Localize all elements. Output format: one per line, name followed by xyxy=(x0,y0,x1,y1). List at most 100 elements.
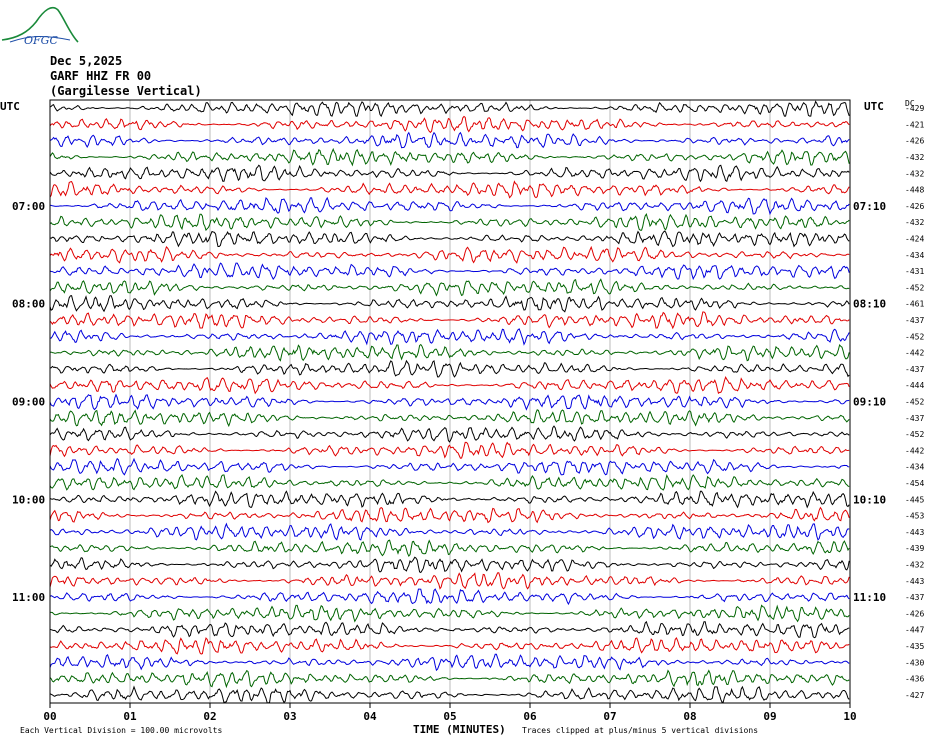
dc-offset-label: -421 xyxy=(905,120,924,129)
trace-line xyxy=(49,653,850,672)
trace-line xyxy=(49,539,850,558)
trace-line xyxy=(50,328,850,346)
dc-offset-label: -432 xyxy=(905,560,924,569)
x-tick-label: 04 xyxy=(363,710,377,723)
dc-offset-label: -436 xyxy=(905,675,924,684)
right-hour-label: 10:10 xyxy=(853,493,886,506)
dc-offset-labels: -429 -421 -426 -432 -432 -448 -426 -432 -424 -434… xyxy=(905,104,924,700)
x-axis-ticks: 00 01 02 03 04 05 06 07 08 09 10 xyxy=(43,703,857,723)
dc-offset-label: -443 xyxy=(905,577,924,586)
trace-line xyxy=(49,295,850,313)
right-hour-label: 11:10 xyxy=(853,591,886,604)
dc-offset-label: -432 xyxy=(905,218,924,227)
dc-offset-label: -437 xyxy=(905,365,924,374)
dc-offset-label: -435 xyxy=(905,642,924,651)
trace-line xyxy=(49,359,850,378)
plot-station: GARF HHZ FR 00 xyxy=(50,69,152,83)
x-tick-label: 05 xyxy=(443,710,456,723)
trace-line xyxy=(49,343,850,362)
trace-line xyxy=(49,180,850,199)
dc-offset-label: -434 xyxy=(905,251,924,260)
trace-line xyxy=(49,637,850,655)
trace-line xyxy=(49,115,850,134)
x-tick-label: 01 xyxy=(123,710,137,723)
trace-line xyxy=(49,100,850,118)
x-tick-label: 00 xyxy=(43,710,56,723)
logo-text: OFGC xyxy=(24,34,58,47)
trace-line xyxy=(49,164,850,183)
left-hour-label: 11:00 xyxy=(12,591,45,604)
trace-line xyxy=(49,230,850,248)
dc-offset-label: -448 xyxy=(905,186,924,195)
dc-offset-label: -452 xyxy=(905,332,924,341)
dc-offset-label: -444 xyxy=(905,381,924,390)
dc-offset-label: -424 xyxy=(905,235,924,244)
dc-offset-label: -454 xyxy=(905,479,924,488)
x-tick-label: 09 xyxy=(763,710,776,723)
dc-offset-label: -432 xyxy=(905,169,924,178)
trace-line xyxy=(49,685,850,704)
footer-clip-note: Traces clipped at plus/minus 5 vertical … xyxy=(522,726,758,735)
right-hour-labels: 07:10 08:10 09:10 10:10 11:10 xyxy=(853,200,886,604)
x-tick-label: 02 xyxy=(203,710,216,723)
trace-line xyxy=(49,441,850,459)
dc-offset-label: -439 xyxy=(905,544,924,553)
trace-line xyxy=(49,409,850,428)
left-axis-title: UTC xyxy=(0,100,20,113)
dc-offset-label: -461 xyxy=(905,300,924,309)
trace-line xyxy=(49,425,850,443)
right-axis-title: UTC xyxy=(864,100,884,113)
dc-offset-label: -427 xyxy=(905,691,924,700)
plot-date: Dec 5,2025 xyxy=(50,54,123,68)
dc-offset-label: -434 xyxy=(905,463,924,472)
dc-offset-label: -426 xyxy=(905,202,924,211)
trace-line xyxy=(49,311,850,330)
dc-offset-label: -442 xyxy=(905,349,924,358)
trace-line xyxy=(49,196,850,216)
right-hour-label: 08:10 xyxy=(853,298,886,311)
x-axis-label: TIME (MINUTES) xyxy=(413,723,506,736)
trace-line xyxy=(49,588,850,606)
left-hour-labels: 07:00 08:00 09:00 10:00 11:00 xyxy=(12,200,45,604)
right-hour-label: 09:10 xyxy=(853,396,886,409)
trace-line xyxy=(49,604,850,623)
dc-offset-label: -430 xyxy=(905,658,924,667)
x-tick-label: 10 xyxy=(843,710,856,723)
trace-line xyxy=(49,147,850,167)
trace-line xyxy=(49,620,850,639)
trace-line xyxy=(49,506,850,524)
dc-offset-label: -452 xyxy=(905,430,924,439)
dc-offset-label: -447 xyxy=(905,626,924,635)
trace-line xyxy=(49,457,850,476)
trace-line xyxy=(49,473,850,491)
trace-line xyxy=(49,393,850,411)
dc-offset-label: -452 xyxy=(905,398,924,407)
trace-line xyxy=(49,131,850,149)
right-hour-label: 07:10 xyxy=(853,200,886,213)
dc-offset-label: -432 xyxy=(905,153,924,162)
plot-site: (Gargilesse Vertical) xyxy=(50,84,202,98)
trace-line xyxy=(49,245,850,264)
left-hour-label: 09:00 xyxy=(12,396,45,409)
dc-offset-label: -452 xyxy=(905,283,924,292)
dc-offset-label: -437 xyxy=(905,593,924,602)
trace-line xyxy=(49,522,850,541)
dc-offset-label: -431 xyxy=(905,267,924,276)
seismic-traces xyxy=(49,100,850,704)
left-hour-label: 08:00 xyxy=(12,298,45,311)
left-hour-label: 07:00 xyxy=(12,200,45,213)
logo-mountain-icon xyxy=(1,6,79,43)
trace-line xyxy=(49,556,850,574)
trace-line xyxy=(49,669,850,689)
x-tick-label: 06 xyxy=(523,710,537,723)
trace-line xyxy=(49,375,850,395)
dc-offset-label: -437 xyxy=(905,316,924,325)
dc-header: DC xyxy=(905,99,915,108)
dc-offset-label: -429 xyxy=(905,104,924,113)
footer-division-note: Each Vertical Division = 100.00 microvol… xyxy=(20,726,222,735)
left-hour-label: 10:00 xyxy=(12,493,45,506)
trace-line xyxy=(49,572,850,590)
x-tick-label: 08 xyxy=(683,710,696,723)
x-tick-label: 07 xyxy=(603,710,616,723)
